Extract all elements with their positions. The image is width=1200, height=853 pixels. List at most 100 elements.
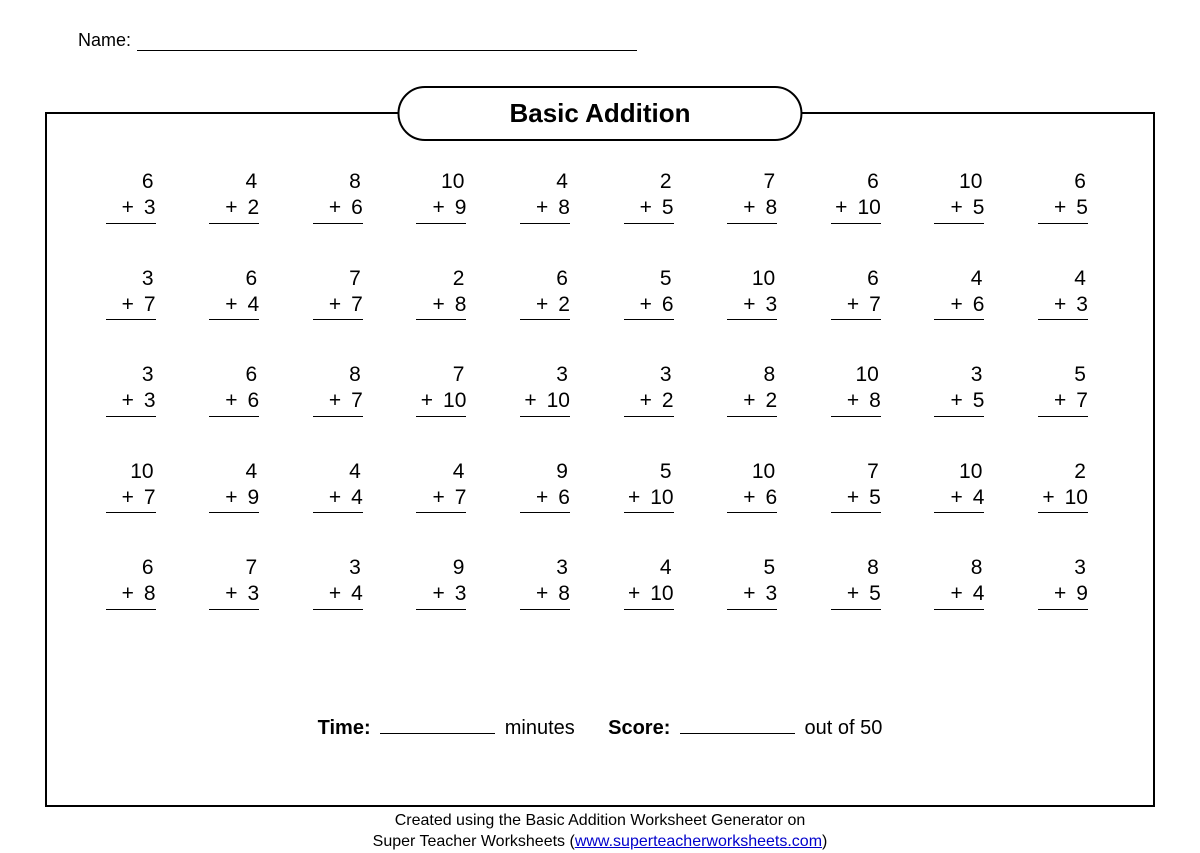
plus-sign: + [329,485,341,511]
plus-sign: + [847,388,859,414]
addend-bottom: 8 [144,581,156,607]
addend-bottom: 8 [766,195,778,221]
addition-problem: 4+6 [911,266,1015,321]
addition-problem: 8+2 [704,362,808,417]
addend-top: 7 [764,169,778,195]
addition-problem: 10+6 [704,459,808,514]
addend-bottom-row: +7 [416,485,466,513]
addend-top: 6 [246,362,260,388]
addend-top: 4 [1074,266,1088,292]
addition-problem: 7+3 [186,555,290,610]
plus-sign: + [1054,292,1066,318]
addend-bottom: 10 [547,388,570,414]
plus-sign: + [950,195,962,221]
addend-top: 2 [1074,459,1088,485]
addend-bottom-row: +5 [624,195,674,223]
addition-problem: 10+3 [704,266,808,321]
addend-bottom: 6 [558,485,570,511]
addition-problem: 10+4 [911,459,1015,514]
addend-top: 3 [1074,555,1088,581]
addend-bottom-row: +7 [1038,388,1088,416]
addend-bottom: 3 [144,195,156,221]
addend-bottom-row: +6 [624,292,674,320]
addend-bottom-row: +8 [416,292,466,320]
addend-bottom-row: +3 [727,581,777,609]
addend-top: 4 [660,555,674,581]
name-blank-line[interactable] [137,50,637,51]
addend-bottom-row: +7 [831,292,881,320]
addend-top: 4 [556,169,570,195]
addition-problem: 10+9 [393,169,497,224]
addend-bottom-row: +3 [106,388,156,416]
addend-bottom-row: +7 [106,292,156,320]
credits-line2: Super Teacher Worksheets (www.superteach… [47,831,1153,853]
plus-sign: + [847,581,859,607]
credits-link[interactable]: www.superteacherworksheets.com [575,833,822,850]
plus-sign: + [628,485,640,511]
addend-bottom: 3 [766,581,778,607]
addend-top: 2 [660,169,674,195]
addend-top: 8 [349,362,363,388]
addend-top: 6 [246,266,260,292]
plus-sign: + [950,388,962,414]
credits-line1: Created using the Basic Addition Workshe… [47,810,1153,832]
addend-top: 10 [441,169,466,195]
addend-top: 7 [246,555,260,581]
addition-problem: 6+6 [186,362,290,417]
addend-bottom-row: +8 [727,195,777,223]
plus-sign: + [628,581,640,607]
addition-problem: 2+5 [600,169,704,224]
addend-bottom: 5 [869,485,881,511]
plus-sign: + [847,485,859,511]
addend-top: 10 [130,459,155,485]
addend-top: 6 [1074,169,1088,195]
plus-sign: + [950,581,962,607]
addend-bottom: 6 [351,195,363,221]
addend-top: 4 [971,266,985,292]
score-blank[interactable] [680,733,795,734]
time-blank[interactable] [380,733,495,734]
addend-top: 5 [1074,362,1088,388]
addend-bottom: 9 [1076,581,1088,607]
addend-top: 3 [660,362,674,388]
addition-problem: 7+5 [807,459,911,514]
addend-bottom: 4 [351,581,363,607]
addend-bottom-row: +8 [831,388,881,416]
addend-bottom: 10 [650,581,673,607]
credits: Created using the Basic Addition Workshe… [47,810,1153,853]
addend-bottom: 4 [973,485,985,511]
addend-top: 10 [959,459,984,485]
addend-bottom-row: +2 [727,388,777,416]
addend-bottom-row: +5 [934,195,984,223]
addition-problem: 10+7 [82,459,186,514]
addend-bottom-row: +4 [934,581,984,609]
addend-bottom-row: +4 [313,485,363,513]
worksheet-frame: Basic Addition 6+34+28+610+94+82+57+86+1… [45,112,1155,807]
addend-top: 9 [453,555,467,581]
addend-bottom-row: +6 [520,485,570,513]
addend-bottom-row: +8 [520,195,570,223]
addition-problem: 4+3 [1014,266,1118,321]
addend-bottom: 9 [455,195,467,221]
addition-problem: 5+6 [600,266,704,321]
plus-sign: + [122,581,134,607]
addend-bottom: 10 [443,388,466,414]
addend-bottom: 5 [869,581,881,607]
plus-sign: + [524,388,536,414]
plus-sign: + [950,292,962,318]
plus-sign: + [847,292,859,318]
plus-sign: + [329,388,341,414]
addend-bottom-row: +6 [313,195,363,223]
addend-bottom: 3 [248,581,260,607]
addition-problem: 3+5 [911,362,1015,417]
plus-sign: + [743,292,755,318]
plus-sign: + [1054,388,1066,414]
plus-sign: + [743,195,755,221]
plus-sign: + [536,581,548,607]
addition-problem: 4+4 [289,459,393,514]
addition-problem: 8+7 [289,362,393,417]
addend-bottom-row: +3 [209,581,259,609]
addition-problem: 10+8 [807,362,911,417]
plus-sign: + [536,195,548,221]
plus-sign: + [421,388,433,414]
